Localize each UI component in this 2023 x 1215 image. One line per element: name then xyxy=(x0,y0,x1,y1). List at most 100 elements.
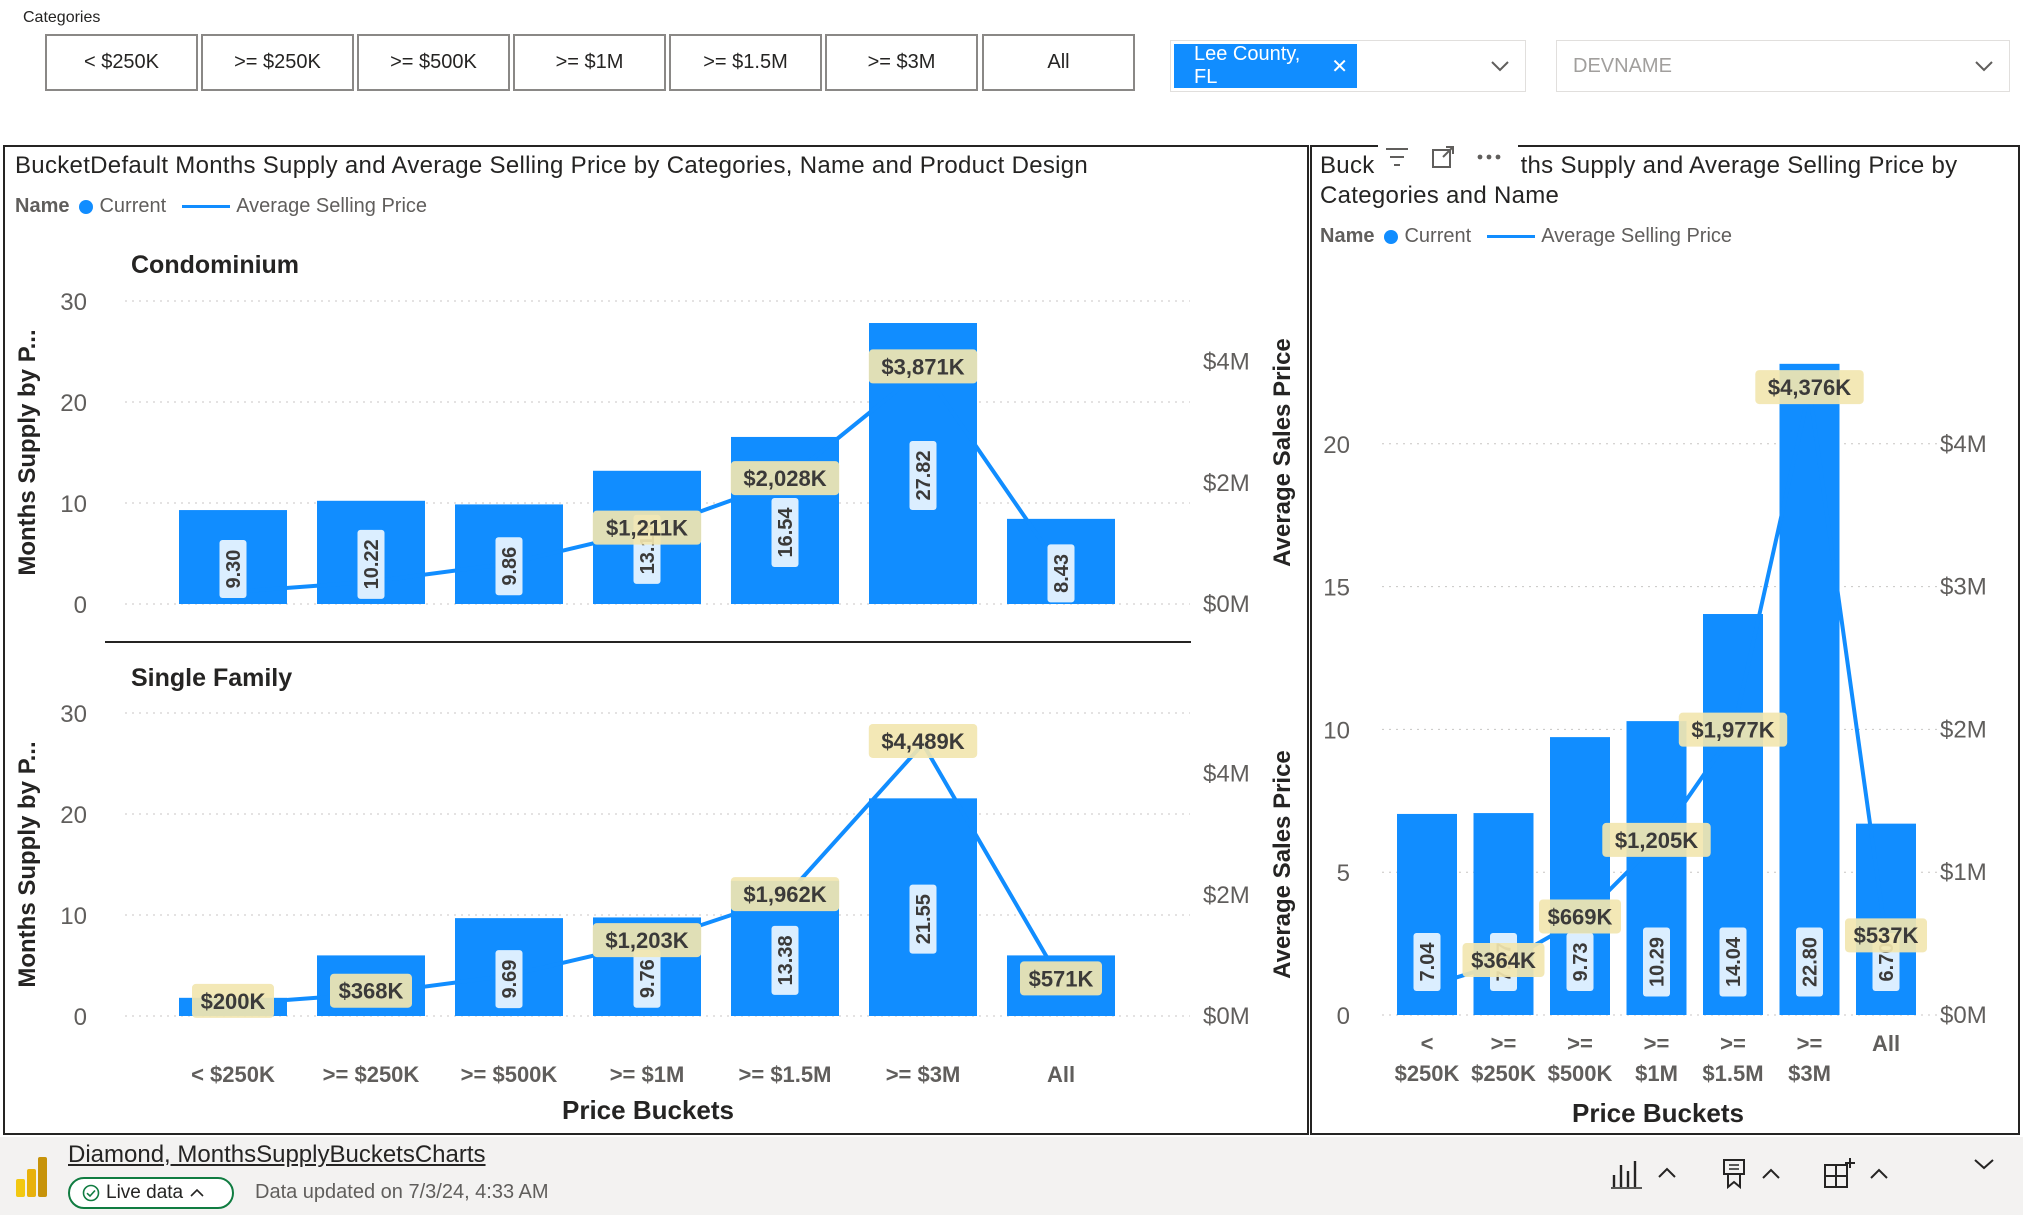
bar-value-label-bg xyxy=(909,884,937,954)
asp-data-label-bg xyxy=(730,877,840,912)
chevron-down-icon[interactable] xyxy=(1973,55,1995,77)
category-button-all[interactable]: All xyxy=(982,34,1135,91)
chevron-up-icon xyxy=(1658,1167,1676,1178)
county-chip[interactable]: Lee County, FL ✕ xyxy=(1174,43,1357,88)
bar-value-label-bg xyxy=(1047,544,1075,603)
category-button-1m[interactable]: >= $1M xyxy=(513,34,666,91)
asp-data-label: $571K xyxy=(1029,966,1094,991)
legend-name-label: Name xyxy=(1320,225,1375,247)
add-visual-icon xyxy=(1824,1158,1855,1188)
report-name-link[interactable]: Diamond, MonthsSupplyBucketsCharts xyxy=(68,1141,486,1168)
asp-data-label: $537K xyxy=(1854,923,1919,948)
bar-value-label-bg xyxy=(909,441,937,511)
y2-tick-label: $2M xyxy=(1203,470,1250,497)
asp-data-label: $4,376K xyxy=(1768,375,1851,400)
bar-value-label-bg xyxy=(1566,933,1594,991)
right-visual[interactable]: Buck ths Supply and Average Selling Price… xyxy=(1310,145,2020,1135)
focus-mode-icon[interactable] xyxy=(1430,144,1456,170)
asp-data-label-bg xyxy=(1845,918,1927,953)
bar-value-label-bg xyxy=(1796,927,1823,997)
category-button-lt-250k[interactable]: < $250K xyxy=(45,34,198,91)
left-chart-canvas[interactable]: Condominium 0 10 20 30 $0M $2M $4M Months Supply… xyxy=(5,147,1307,1133)
insights-button[interactable] xyxy=(1610,1157,1678,1189)
asp-data-label-bg xyxy=(330,973,412,1008)
chevron-down-icon[interactable] xyxy=(1489,55,1511,77)
x-tick-label: < xyxy=(1421,1031,1434,1056)
asp-data-label-bg xyxy=(1755,370,1864,405)
bar-value-label-bg xyxy=(357,529,385,599)
x-tick-label: >= xyxy=(1567,1031,1593,1056)
y-tick-label: 0 xyxy=(1337,1003,1350,1030)
asp-data-label: $4,489K xyxy=(881,729,964,754)
asp-data-label: $1,977K xyxy=(1691,718,1774,743)
category-button-250k[interactable]: >= $250K xyxy=(201,34,354,91)
x-tick-label: $1.5M xyxy=(1702,1061,1763,1086)
live-data-button[interactable]: Live data xyxy=(68,1177,234,1209)
y2-tick-label: $4M xyxy=(1940,431,1987,458)
right-chart-canvas[interactable]: 05101520$0M$1M$2M$3M$4M7.047.079.7310.29… xyxy=(1312,147,2018,1133)
bar-value-label: 9.76 xyxy=(637,959,659,998)
close-icon[interactable]: ✕ xyxy=(1331,55,1348,78)
y2-axis-title: Average Sales Price xyxy=(1269,750,1296,979)
asp-data-label-bg xyxy=(730,461,840,496)
x-tick-label: >= $500K xyxy=(461,1062,558,1087)
legend-asp-marker xyxy=(1487,235,1536,238)
bar-value-label-bg xyxy=(1643,927,1670,997)
bar-value-label: 13.38 xyxy=(775,935,797,985)
legend-current-marker xyxy=(79,199,94,214)
left-visual-title: BucketDefault Months Supply and Average … xyxy=(15,152,1089,179)
add-visual-button[interactable] xyxy=(1822,1157,1890,1191)
x-axis-title: Price Buckets xyxy=(1572,1098,1744,1128)
asp-data-label-bg xyxy=(592,923,702,958)
category-button-3m[interactable]: >= $3M xyxy=(825,34,978,91)
more-options-icon[interactable] xyxy=(1476,152,1502,162)
right-title-part-a: Buck xyxy=(1320,152,1375,179)
legend-asp-marker xyxy=(182,205,231,208)
legend-current-label: Current xyxy=(1404,225,1472,247)
right-title-part-b: ths Supply and Average Selling Price by xyxy=(1520,152,1958,179)
right-legend: Name Current Average Selling Price xyxy=(1320,225,1732,248)
asp-data-label-bg xyxy=(192,983,274,1018)
x-tick-label: All xyxy=(1047,1062,1075,1087)
y-tick-label: 0 xyxy=(74,592,87,619)
data-updated-text: Data updated on 7/3/24, 4:33 AM xyxy=(255,1181,549,1203)
y-tick-label: 30 xyxy=(60,289,87,316)
county-chip-label: Lee County, FL xyxy=(1194,43,1301,88)
x-tick-label: $3M xyxy=(1788,1061,1831,1086)
asp-data-label: $200K xyxy=(201,989,266,1014)
asp-data-label: $669K xyxy=(1548,904,1613,929)
filter-icon[interactable] xyxy=(1384,145,1410,169)
right-visual-title-line1: Buck ths Supply and Average Selling Price… xyxy=(1320,151,1957,181)
y-tick-label: 20 xyxy=(1323,432,1350,459)
y-tick-label: 0 xyxy=(74,1004,87,1031)
county-slicer[interactable]: Lee County, FL ✕ xyxy=(1170,40,1526,92)
bookmark-button[interactable] xyxy=(1720,1157,1782,1191)
y2-tick-label: $2M xyxy=(1940,716,1987,743)
left-visual[interactable]: BucketDefault Months Supply and Average … xyxy=(3,145,1309,1135)
panel-title-single-family: Single Family xyxy=(131,664,292,692)
x-tick-label: >= $250K xyxy=(323,1062,420,1087)
y2-tick-label: $0M xyxy=(1940,1002,1987,1029)
legend-asp-label: Average Selling Price xyxy=(1541,225,1733,247)
x-tick-label: >= $1M xyxy=(610,1062,685,1087)
x-tick-label: >= xyxy=(1797,1031,1823,1056)
devname-slicer[interactable]: DEVNAME xyxy=(1556,40,2010,92)
y2-tick-label: $2M xyxy=(1203,882,1250,909)
category-button-1-5m[interactable]: >= $1.5M xyxy=(669,34,822,91)
collapse-footer-button[interactable] xyxy=(1972,1157,1996,1171)
category-button-500k[interactable]: >= $500K xyxy=(357,34,510,91)
y-tick-label: 20 xyxy=(60,802,87,829)
y-tick-label: 10 xyxy=(60,491,87,518)
y-tick-label: 15 xyxy=(1323,575,1350,602)
legend-current-label: Current xyxy=(99,195,167,217)
bar-value-label-bg xyxy=(495,537,523,596)
legend-name-label: Name xyxy=(15,195,70,217)
legend-asp-label: Average Selling Price xyxy=(236,195,428,217)
footer-bar: Diamond, MonthsSupplyBucketsCharts Live … xyxy=(0,1137,2023,1215)
bar-value-label: 9.73 xyxy=(1570,943,1592,982)
y2-tick-label: $0M xyxy=(1203,1003,1250,1030)
x-axis-title: Price Buckets xyxy=(562,1095,734,1125)
asp-data-label: $1,205K xyxy=(1615,828,1698,853)
x-tick-label: >= $1.5M xyxy=(739,1062,832,1087)
panel-title-condominium: Condominium xyxy=(131,251,299,279)
